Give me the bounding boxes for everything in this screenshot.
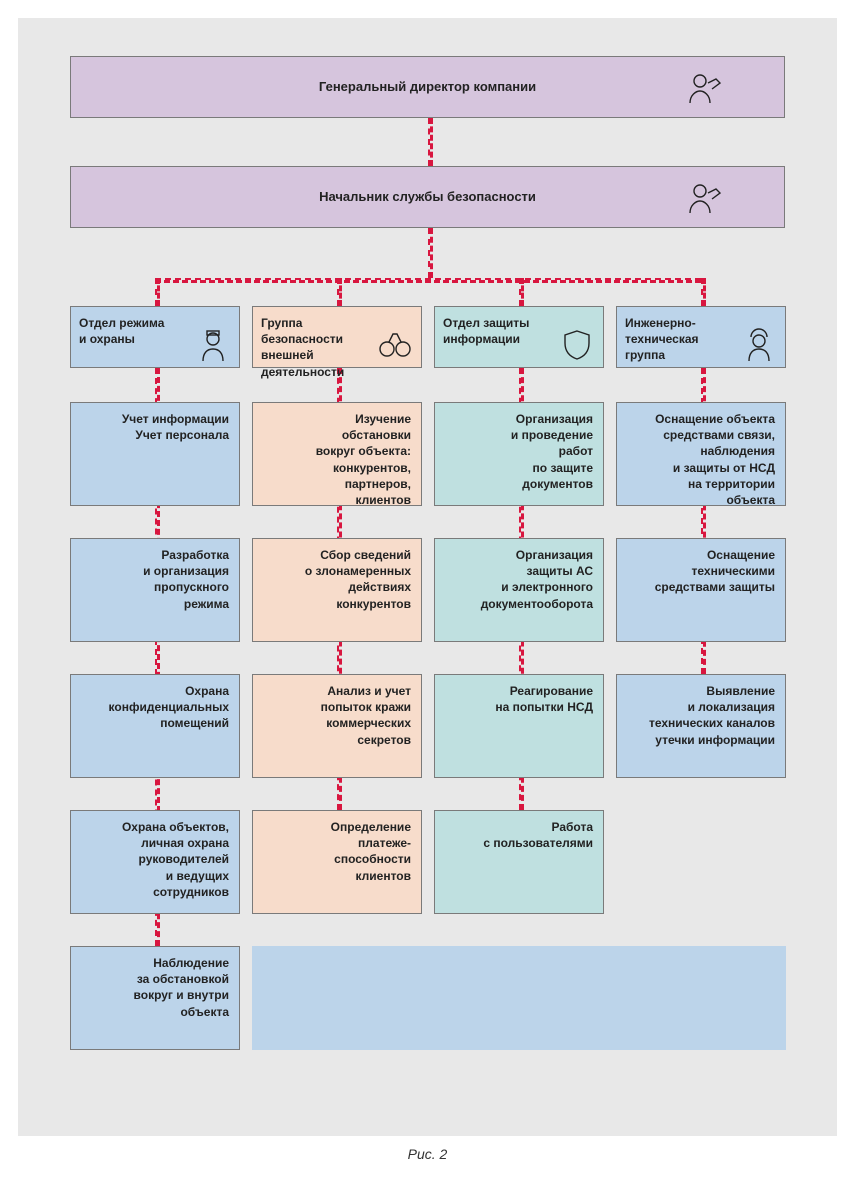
binoculars-icon [375, 327, 415, 363]
task-box: Анализ и учет попыток кражи коммерческих… [252, 674, 422, 778]
task-label: Выявление и локализация технических кана… [649, 683, 775, 748]
task-box: Выявление и локализация технических кана… [616, 674, 786, 778]
dept-tech: Инженерно- техническая группа [616, 306, 786, 368]
task-label: Работа с пользователями [483, 819, 593, 851]
task-box: Организация и проведение работ по защите… [434, 402, 604, 506]
task-box: Учет информации Учет персонала [70, 402, 240, 506]
footer-bar [252, 946, 786, 1050]
task-box: Изучение обстановки вокруг объекта: конк… [252, 402, 422, 506]
task-box: Оснащение техническими средствами защиты [616, 538, 786, 642]
box-label: Отдел защиты информации [443, 315, 529, 347]
diagram-canvas: Генеральный директор компании Начальник с… [18, 18, 837, 1136]
task-box: Организация защиты АС и электронного док… [434, 538, 604, 642]
task-label: Учет информации Учет персонала [122, 411, 229, 443]
task-box: Сбор сведений о злонамеренных действиях … [252, 538, 422, 642]
task-label: Сбор сведений о злонамеренных действиях … [305, 547, 411, 612]
box-label: Генеральный директор компании [319, 78, 536, 96]
box-label: Группа безопасности внешней деятельности [261, 315, 367, 380]
dept-regime: Отдел режима и охраны [70, 306, 240, 368]
task-box: Разработка и организация пропускного реж… [70, 538, 240, 642]
task-label: Изучение обстановки вокруг объекта: конк… [316, 411, 411, 508]
connector-vertical [428, 118, 433, 166]
connector-vertical [428, 228, 433, 278]
connector-horizontal [155, 278, 701, 283]
ceo: Генеральный директор компании [70, 56, 785, 118]
task-box: Охрана конфиденциальных помещений [70, 674, 240, 778]
task-box: Наблюдение за обстановкой вокруг и внутр… [70, 946, 240, 1050]
connector-vertical [155, 278, 160, 306]
connector-vertical [337, 278, 342, 306]
task-label: Разработка и организация пропускного реж… [143, 547, 229, 612]
task-label: Определение платеже- способности клиенто… [331, 819, 411, 884]
dept-info: Отдел защиты информации [434, 306, 604, 368]
task-label: Охрана конфиденциальных помещений [109, 683, 229, 732]
box-label: Отдел режима и охраны [79, 315, 164, 347]
sec-head: Начальник службы безопасности [70, 166, 785, 228]
page: Генеральный директор компании Начальник с… [0, 0, 855, 1193]
task-label: Организация и проведение работ по защите… [511, 411, 593, 492]
shield-icon [557, 327, 597, 363]
task-label: Наблюдение за обстановкой вокруг и внутр… [134, 955, 229, 1020]
guard-icon [193, 327, 233, 363]
task-label: Организация защиты АС и электронного док… [481, 547, 593, 612]
task-box: Определение платеже- способности клиенто… [252, 810, 422, 914]
task-label: Оснащение объекта средствами связи, набл… [655, 411, 775, 508]
task-label: Охрана объектов, личная охрана руководит… [122, 819, 229, 900]
task-box: Реагирование на попытки НСД [434, 674, 604, 778]
connector-vertical [519, 278, 524, 306]
task-label: Анализ и учет попыток кражи коммерческих… [321, 683, 411, 748]
box-label: Начальник службы безопасности [319, 188, 536, 206]
task-box: Оснащение объекта средствами связи, набл… [616, 402, 786, 506]
box-label: Инженерно- техническая группа [625, 315, 699, 364]
phone-person-icon [684, 179, 724, 215]
figure-caption: Рис. 2 [18, 1146, 837, 1162]
dept-external: Группа безопасности внешней деятельности [252, 306, 422, 368]
engineer-icon [739, 327, 779, 363]
task-box: Охрана объектов, личная охрана руководит… [70, 810, 240, 914]
connector-vertical [701, 278, 706, 306]
task-label: Оснащение техническими средствами защиты [655, 547, 775, 596]
phone-person-icon [684, 69, 724, 105]
task-box: Работа с пользователями [434, 810, 604, 914]
task-label: Реагирование на попытки НСД [495, 683, 593, 715]
